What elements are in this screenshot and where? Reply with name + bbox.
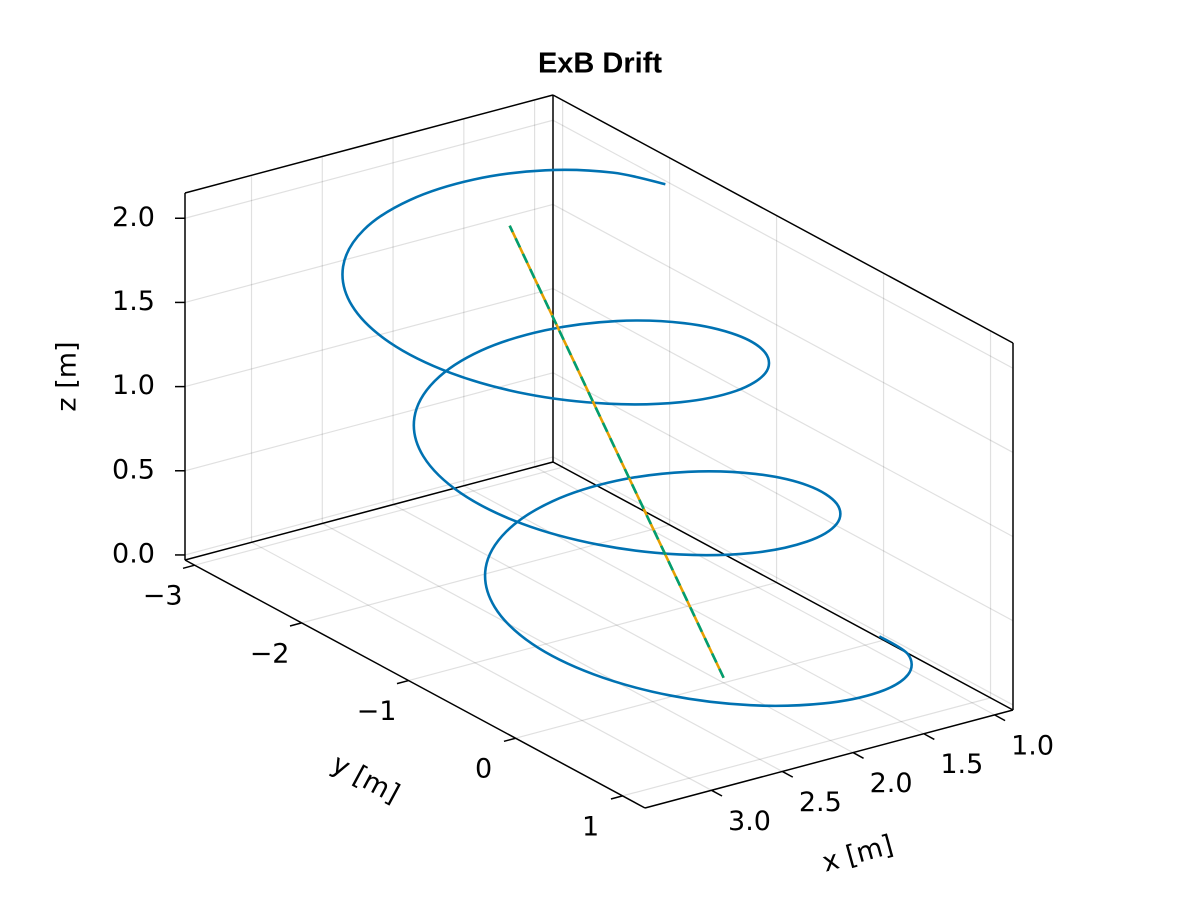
x-tick-label: 2.5 <box>799 787 842 818</box>
y-tick-label: −1 <box>357 696 397 727</box>
box-edge <box>644 709 1014 809</box>
chart-title: ExB Drift <box>538 48 662 80</box>
x-tick <box>852 751 864 759</box>
x-tick-label: 1.5 <box>940 749 983 780</box>
y-tick-label: −3 <box>143 581 183 612</box>
x-tick <box>781 770 794 778</box>
x-tick <box>923 733 935 741</box>
y-tick <box>610 795 623 800</box>
grid-line <box>184 288 554 388</box>
grid-line <box>622 697 991 797</box>
grid-line <box>184 372 554 472</box>
x-tick <box>711 789 723 797</box>
grid-line <box>194 466 563 566</box>
box-edge <box>552 94 1014 344</box>
grid-line <box>534 466 995 716</box>
grid-line <box>552 288 1014 538</box>
grid-line <box>184 119 554 219</box>
grid-line <box>552 119 1014 369</box>
grid-line <box>552 372 1014 622</box>
z-tick-label: 0.0 <box>112 538 155 569</box>
x-tick-label: 1.0 <box>1011 730 1054 761</box>
grid-line <box>408 581 777 682</box>
grid-line <box>184 456 554 556</box>
z-tick-label: 1.5 <box>112 286 155 317</box>
grid-line <box>184 203 554 304</box>
grid-line <box>552 203 1014 453</box>
box-edge <box>552 461 1014 711</box>
grid-line <box>322 522 783 772</box>
box-edge <box>184 461 554 561</box>
box-edge <box>184 559 646 809</box>
line-series <box>341 168 913 708</box>
grid-line <box>251 541 712 791</box>
x-tick <box>994 714 1006 722</box>
x-tick-label: 3.0 <box>728 806 771 837</box>
y-tick <box>289 622 302 627</box>
z-tick-label: 0.5 <box>112 454 155 485</box>
y-tick-label: −2 <box>250 638 290 669</box>
grid-line <box>392 504 854 754</box>
grid-line <box>552 456 1014 706</box>
y-tick-label: 0 <box>475 754 492 785</box>
box-edge <box>184 94 554 194</box>
grid-line <box>515 639 884 739</box>
y-tick <box>396 679 409 685</box>
grid-line <box>463 485 925 735</box>
z-axis-label: z [m] <box>52 341 83 411</box>
line-series <box>508 225 725 679</box>
y-tick <box>182 564 195 570</box>
z-tick-label: 1.0 <box>112 370 155 401</box>
x-tick-label: 2.0 <box>870 768 913 799</box>
y-tick <box>503 737 516 743</box>
y-tick-label: 1 <box>582 811 599 842</box>
z-tick-label: 2.0 <box>112 202 155 233</box>
